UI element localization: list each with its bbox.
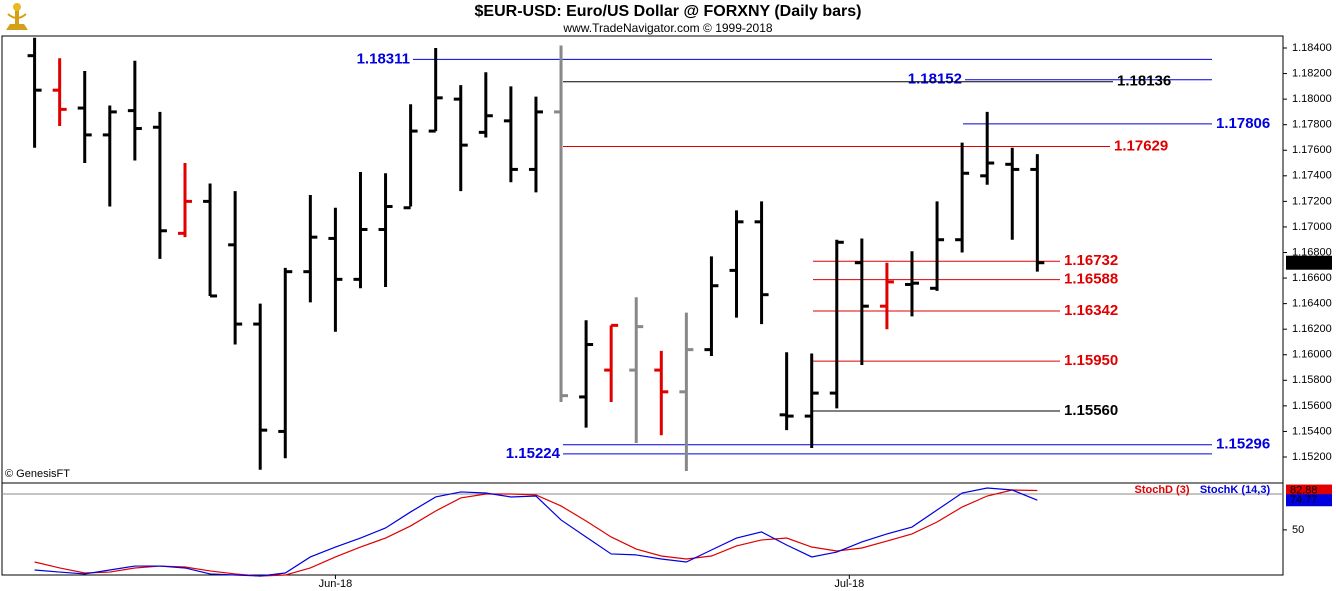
indicator-frame — [1, 482, 1284, 576]
legend-entry: StochD (3) — [1135, 484, 1190, 496]
y-tick-label: 1.16000 — [1292, 349, 1332, 361]
logo — [6, 3, 28, 30]
level-label: 1.16342 — [1064, 302, 1118, 319]
x-tick-label: Jul-18 — [834, 578, 864, 590]
source-note: © GenesisFT — [5, 468, 70, 480]
level-label: 1.16588 — [1064, 271, 1118, 288]
y-tick-label: 1.17400 — [1292, 170, 1332, 182]
level-label: 1.17806 — [1216, 115, 1270, 132]
last-value-label: 82.88 — [1290, 484, 1318, 496]
y-tick-label: 1.18200 — [1292, 67, 1332, 79]
level-label: 1.18136 — [1117, 73, 1171, 90]
y-tick-label: 1.17200 — [1292, 195, 1332, 207]
y-tick-label: 1.16200 — [1292, 323, 1332, 335]
chart-subtitle: www.TradeNavigator.com © 1999-2018 — [562, 21, 772, 35]
level-label: 1.15950 — [1064, 352, 1118, 369]
y-tick-label: 1.16400 — [1292, 298, 1332, 310]
x-tick-label: Jun-18 — [319, 578, 353, 590]
legend-entry: StochK (14,3) — [1200, 484, 1271, 496]
level-label: 1.15560 — [1064, 402, 1118, 419]
last-value-box — [1286, 484, 1332, 497]
y-tick-label: 1.15600 — [1292, 400, 1332, 412]
y-tick-label: 1.15800 — [1292, 374, 1332, 386]
y-tick-label: 50 — [1292, 524, 1304, 536]
chart-title: $EUR-USD: Euro/US Dollar @ FORXNY (Daily… — [475, 3, 862, 20]
level-label: 1.16732 — [1064, 252, 1118, 269]
y-tick-label: 1.16600 — [1292, 272, 1332, 284]
stoch-line — [34, 487, 1038, 577]
last-price-box — [1286, 255, 1332, 270]
y-tick-label: 1.17000 — [1292, 221, 1332, 233]
y-tick-label: 1.18000 — [1292, 93, 1332, 105]
level-label: 1.15224 — [506, 445, 561, 462]
last-price-label: 1.16720 — [1290, 257, 1330, 269]
level-label: 1.15296 — [1216, 436, 1270, 453]
last-value-label: 74.77 — [1290, 494, 1318, 506]
y-tick-label: 1.15200 — [1292, 451, 1332, 463]
level-label: 1.18152 — [908, 71, 962, 88]
y-tick-label: 1.15400 — [1292, 425, 1332, 437]
level-label: 1.17629 — [1114, 138, 1168, 155]
y-tick-label: 1.17800 — [1292, 119, 1332, 131]
y-tick-label: 1.18400 — [1292, 42, 1332, 54]
level-label: 1.18311 — [357, 50, 410, 67]
stoch-line — [34, 489, 1038, 577]
last-value-box — [1286, 494, 1332, 507]
y-tick-label: 1.16800 — [1292, 246, 1332, 258]
y-tick-label: 1.17600 — [1292, 144, 1332, 156]
